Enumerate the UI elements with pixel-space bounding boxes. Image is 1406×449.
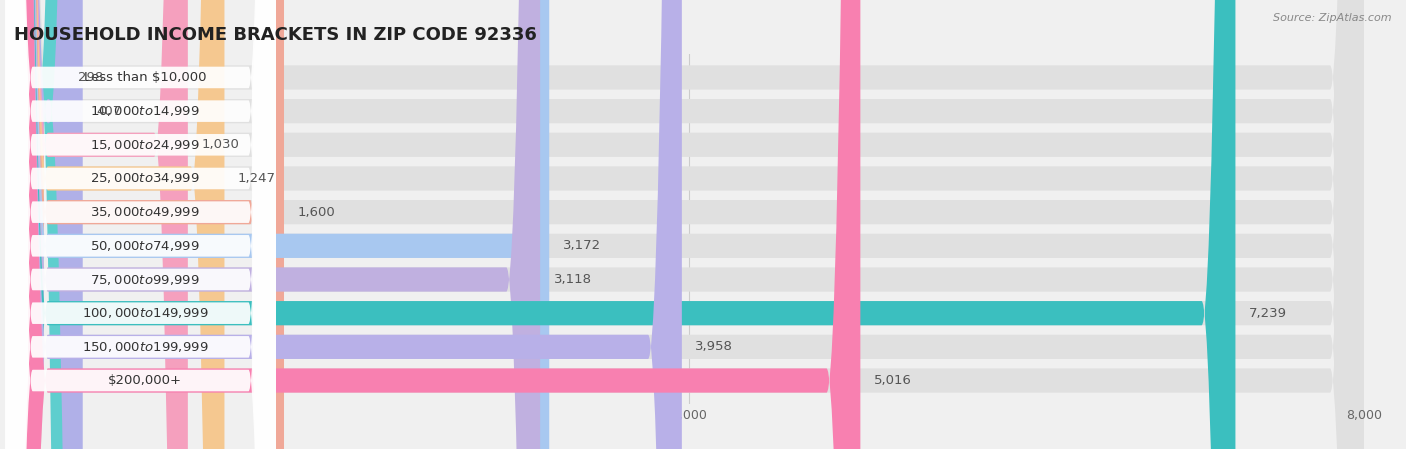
FancyBboxPatch shape — [6, 0, 276, 449]
FancyBboxPatch shape — [14, 0, 1364, 449]
FancyBboxPatch shape — [14, 0, 225, 449]
Text: 3,118: 3,118 — [554, 273, 592, 286]
Text: 407: 407 — [96, 105, 121, 118]
FancyBboxPatch shape — [6, 0, 276, 449]
Text: $100,000 to $149,999: $100,000 to $149,999 — [82, 306, 208, 320]
FancyBboxPatch shape — [6, 0, 276, 449]
FancyBboxPatch shape — [14, 0, 1364, 449]
Text: 1,030: 1,030 — [201, 138, 239, 151]
FancyBboxPatch shape — [14, 0, 1364, 449]
Text: 3,958: 3,958 — [696, 340, 733, 353]
Text: 1,247: 1,247 — [238, 172, 276, 185]
Text: $50,000 to $74,999: $50,000 to $74,999 — [90, 239, 200, 253]
Text: $75,000 to $99,999: $75,000 to $99,999 — [90, 273, 200, 286]
FancyBboxPatch shape — [14, 0, 540, 449]
FancyBboxPatch shape — [14, 0, 188, 449]
Text: 3,172: 3,172 — [562, 239, 600, 252]
FancyBboxPatch shape — [14, 0, 1364, 449]
FancyBboxPatch shape — [14, 0, 1364, 449]
FancyBboxPatch shape — [14, 0, 1364, 449]
Text: $10,000 to $14,999: $10,000 to $14,999 — [90, 104, 200, 118]
FancyBboxPatch shape — [6, 0, 276, 449]
FancyBboxPatch shape — [14, 0, 1236, 449]
FancyBboxPatch shape — [6, 0, 276, 449]
Text: 298: 298 — [77, 71, 103, 84]
FancyBboxPatch shape — [14, 0, 1364, 449]
FancyBboxPatch shape — [14, 0, 1364, 449]
FancyBboxPatch shape — [14, 0, 83, 449]
Text: $25,000 to $34,999: $25,000 to $34,999 — [90, 172, 200, 185]
FancyBboxPatch shape — [14, 0, 1364, 449]
Text: 5,016: 5,016 — [875, 374, 911, 387]
FancyBboxPatch shape — [6, 0, 276, 449]
Text: $15,000 to $24,999: $15,000 to $24,999 — [90, 138, 200, 152]
FancyBboxPatch shape — [14, 0, 65, 449]
FancyBboxPatch shape — [14, 0, 860, 449]
Text: 7,239: 7,239 — [1249, 307, 1286, 320]
FancyBboxPatch shape — [14, 0, 1364, 449]
Text: HOUSEHOLD INCOME BRACKETS IN ZIP CODE 92336: HOUSEHOLD INCOME BRACKETS IN ZIP CODE 92… — [14, 26, 537, 44]
Text: Source: ZipAtlas.com: Source: ZipAtlas.com — [1274, 13, 1392, 23]
Text: $150,000 to $199,999: $150,000 to $199,999 — [82, 340, 208, 354]
FancyBboxPatch shape — [14, 0, 550, 449]
FancyBboxPatch shape — [6, 0, 276, 449]
FancyBboxPatch shape — [14, 0, 682, 449]
FancyBboxPatch shape — [14, 0, 284, 449]
FancyBboxPatch shape — [6, 0, 276, 449]
FancyBboxPatch shape — [6, 0, 276, 449]
Text: 1,600: 1,600 — [298, 206, 335, 219]
Text: Less than $10,000: Less than $10,000 — [83, 71, 207, 84]
Text: $200,000+: $200,000+ — [108, 374, 181, 387]
Text: $35,000 to $49,999: $35,000 to $49,999 — [90, 205, 200, 219]
FancyBboxPatch shape — [6, 0, 276, 449]
